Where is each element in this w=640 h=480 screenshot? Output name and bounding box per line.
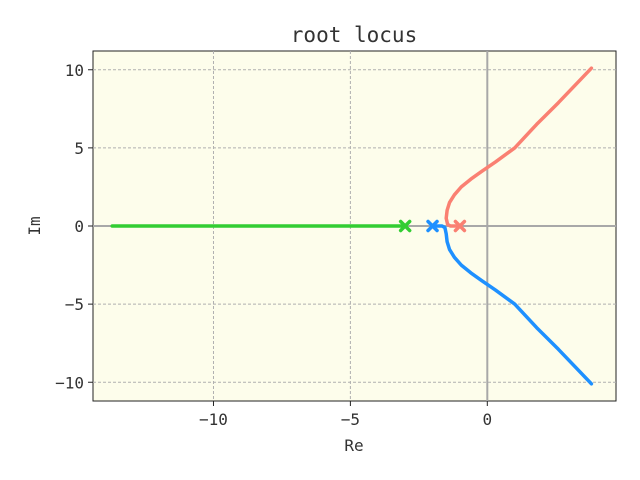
y-tick-label: 5 bbox=[74, 139, 84, 158]
chart-title: root locus bbox=[291, 23, 417, 47]
y-axis-label: Im bbox=[25, 216, 44, 235]
pole-stroke bbox=[453, 219, 467, 233]
locus-branch-2 bbox=[430, 224, 594, 386]
y-tick-label: −5 bbox=[65, 295, 84, 314]
series-layer bbox=[110, 66, 594, 386]
x-axis-ticks: −10 −5 0 bbox=[199, 401, 492, 429]
y-tick-label: −10 bbox=[55, 373, 84, 392]
x-tick-label: 0 bbox=[482, 410, 492, 429]
x-axis-label: Re bbox=[344, 436, 363, 455]
pole-marker-2 bbox=[426, 219, 439, 233]
pole-marker-3 bbox=[398, 219, 412, 233]
y-tick-label: 0 bbox=[74, 217, 84, 236]
pole-stroke bbox=[426, 219, 439, 233]
x-tick-label: −5 bbox=[341, 410, 360, 429]
pole-stroke bbox=[398, 219, 412, 233]
y-axis-ticks: −10 −5 0 5 10 bbox=[55, 61, 93, 392]
x-tick-label: −10 bbox=[199, 410, 228, 429]
locus-branch-1 bbox=[444, 66, 594, 228]
poles-layer bbox=[398, 219, 467, 233]
pole-marker-1 bbox=[453, 219, 467, 233]
y-tick-label: 10 bbox=[65, 61, 84, 80]
